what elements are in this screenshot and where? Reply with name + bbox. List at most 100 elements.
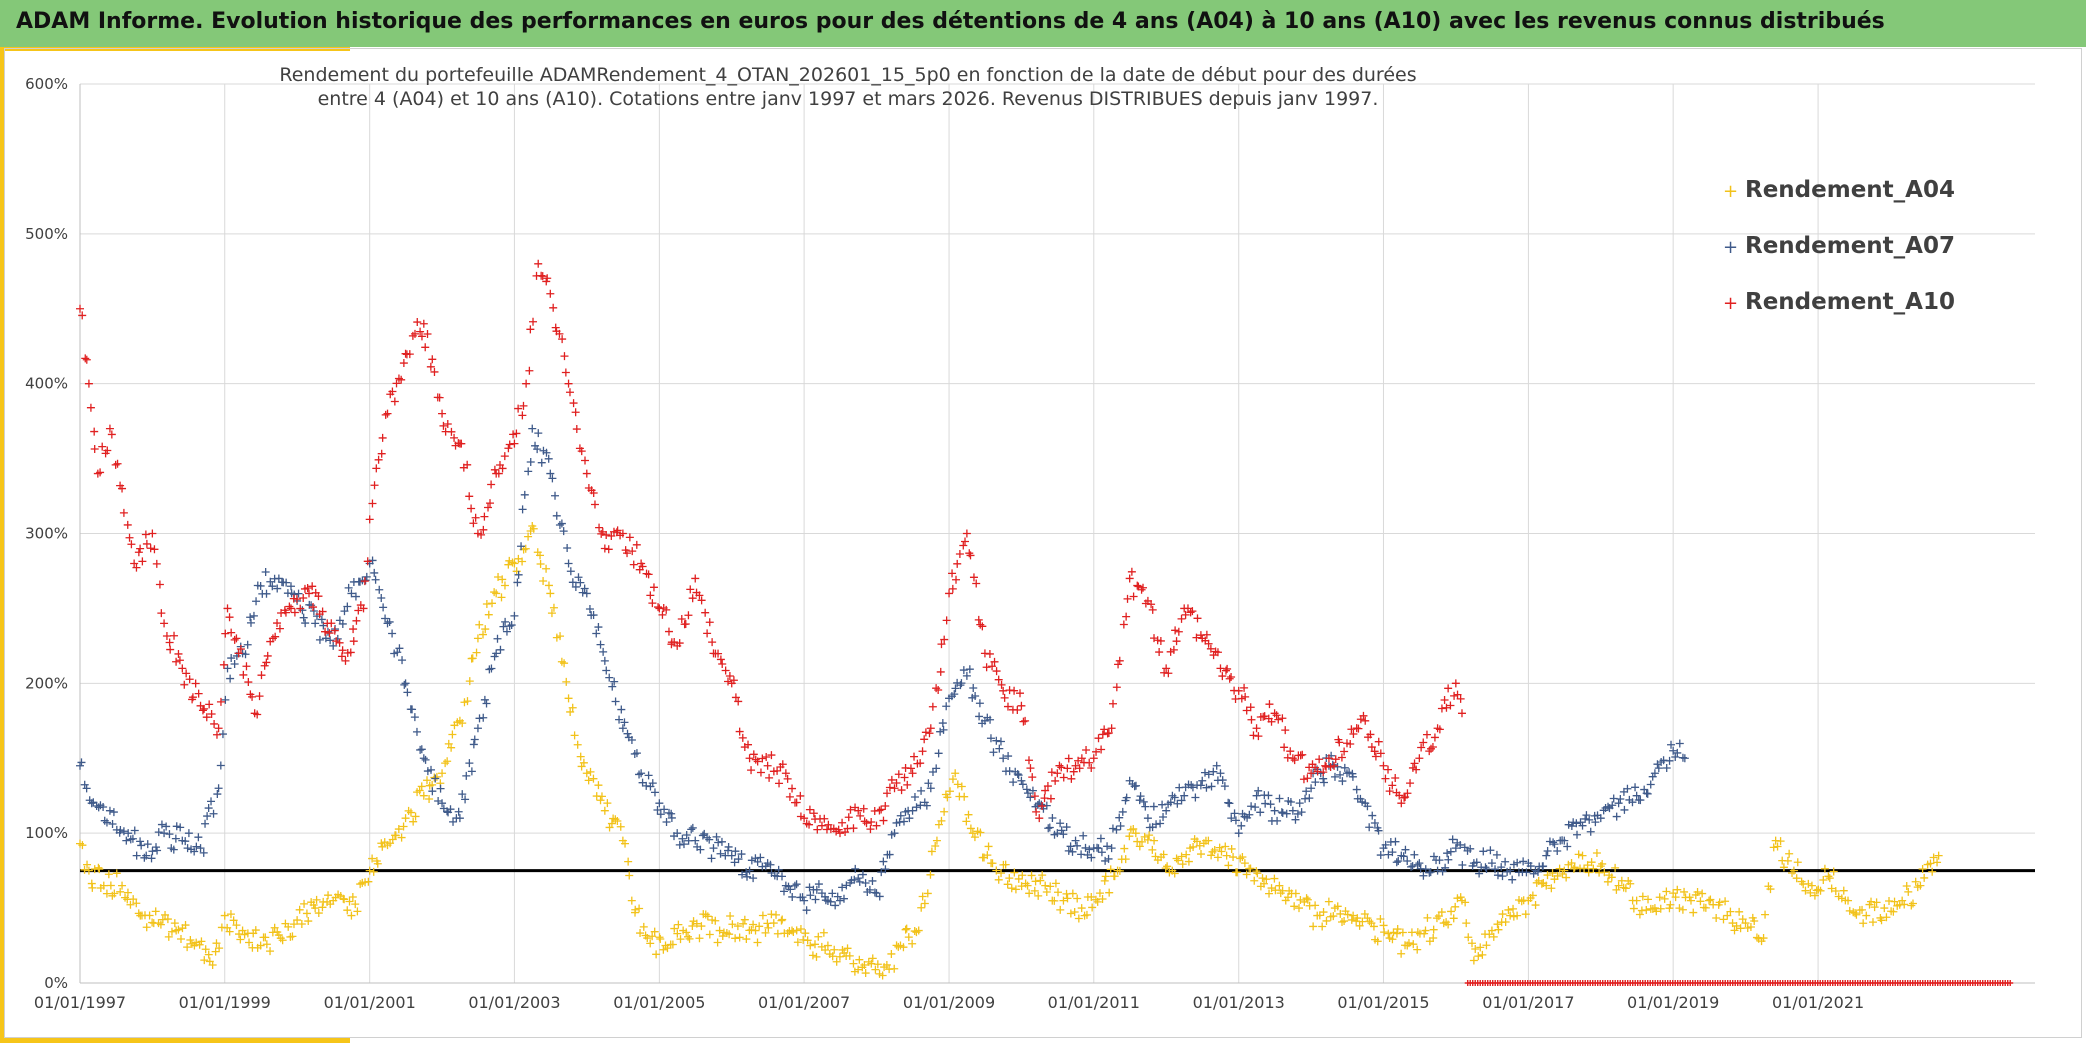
data-point-a10	[390, 397, 399, 406]
data-point-a04	[88, 883, 97, 892]
data-point-a10	[745, 754, 754, 763]
data-point-a04	[156, 920, 165, 929]
data-point-a10	[435, 393, 444, 402]
data-point-a07	[559, 527, 568, 536]
data-point-a10	[778, 760, 787, 769]
data-point-a04	[1816, 886, 1825, 895]
data-point-a07	[485, 665, 494, 674]
data-point-a10	[644, 570, 653, 579]
data-point-a10	[1278, 714, 1287, 723]
data-point-a10	[1125, 574, 1134, 583]
data-point-a04	[1761, 910, 1770, 919]
data-point-a07	[1550, 840, 1559, 849]
data-point-a07	[1448, 835, 1457, 844]
data-point-a04	[711, 916, 720, 925]
data-point-a04	[777, 916, 786, 925]
data-point-a07	[1673, 748, 1682, 757]
data-point-a04	[510, 559, 519, 568]
data-point-a04	[118, 881, 127, 890]
data-point-a10	[198, 706, 207, 715]
data-point-a04	[170, 919, 179, 928]
data-point-a10	[1456, 694, 1465, 703]
data-point-a04	[1655, 893, 1664, 902]
data-point-a10	[469, 519, 478, 528]
data-point-a10	[308, 582, 317, 591]
data-point-a07	[900, 817, 908, 826]
data-point-a04	[1578, 851, 1587, 860]
data-point-a07	[1056, 819, 1065, 828]
data-point-a04	[1170, 869, 1179, 878]
data-point-a04	[849, 959, 858, 968]
data-point-a07	[381, 614, 390, 623]
data-point-a04	[1902, 882, 1911, 891]
data-point-a04	[957, 782, 966, 791]
data-point-a04	[1662, 887, 1671, 896]
data-point-a04	[832, 957, 841, 966]
data-point-a10	[560, 352, 569, 361]
data-point-a07	[858, 870, 867, 879]
data-point-a07	[1059, 830, 1068, 839]
data-point-a04	[546, 589, 555, 598]
data-point-a04	[1652, 907, 1661, 916]
data-point-a04	[1082, 910, 1091, 919]
data-point-a04	[1041, 881, 1050, 890]
data-point-a04	[1907, 901, 1916, 910]
data-point-a04	[1567, 858, 1576, 867]
data-point-a10	[368, 499, 377, 508]
data-point-a04	[823, 941, 832, 950]
data-point-a04	[1324, 897, 1333, 906]
data-point-a07	[534, 429, 543, 438]
data-point-a10	[589, 489, 598, 498]
data-point-a04	[810, 940, 819, 949]
data-point-a10	[564, 379, 573, 388]
data-point-a10	[1064, 754, 1073, 763]
data-point-a04	[399, 822, 408, 831]
data-point-a10	[1082, 746, 1091, 755]
data-point-a04	[1493, 920, 1502, 929]
data-point-a07	[908, 806, 917, 815]
data-point-a07	[1291, 815, 1300, 824]
data-point-a07	[1149, 802, 1158, 811]
data-point-a07	[461, 795, 470, 804]
data-point-a10	[775, 779, 784, 788]
data-point-a10	[969, 573, 978, 582]
data-point-a10	[903, 780, 912, 789]
data-point-a10	[155, 580, 164, 589]
data-point-a07	[995, 744, 1004, 753]
data-point-a04	[229, 916, 238, 925]
data-point-a04	[1482, 941, 1491, 950]
x-tick-label: 01/01/2011	[1048, 993, 1140, 1012]
data-point-a04	[1340, 917, 1349, 926]
data-point-a04	[1469, 956, 1478, 965]
data-point-a07	[802, 906, 811, 915]
data-point-a10	[325, 629, 334, 638]
data-point-a10	[236, 645, 245, 654]
data-point-a04	[488, 599, 496, 608]
data-point-a10	[762, 753, 771, 762]
data-point-a04	[448, 730, 457, 739]
data-point-a04	[685, 934, 694, 943]
data-point-a07	[1376, 851, 1385, 860]
data-point-a04	[927, 847, 936, 856]
data-point-a07	[1482, 865, 1491, 874]
data-point-a10	[1016, 689, 1024, 698]
data-point-a04	[607, 819, 616, 828]
data-point-a04	[808, 951, 817, 960]
data-point-a04	[652, 950, 661, 959]
data-point-a07	[1443, 849, 1452, 858]
data-point-a04	[1487, 926, 1496, 935]
data-point-a07	[1493, 871, 1502, 880]
data-point-a10	[648, 599, 657, 608]
data-point-a04	[1240, 859, 1249, 868]
data-point-a07	[192, 842, 201, 851]
data-point-a10	[514, 404, 523, 413]
data-point-a04	[1721, 897, 1730, 906]
data-point-a04	[1801, 886, 1810, 895]
data-point-a10	[1028, 773, 1037, 782]
data-point-a04	[1598, 859, 1607, 868]
data-point-a10	[1240, 683, 1249, 692]
data-point-a07	[347, 589, 356, 598]
data-point-a07	[673, 829, 682, 838]
data-point-a04	[1705, 896, 1714, 905]
data-point-a10	[628, 547, 637, 556]
